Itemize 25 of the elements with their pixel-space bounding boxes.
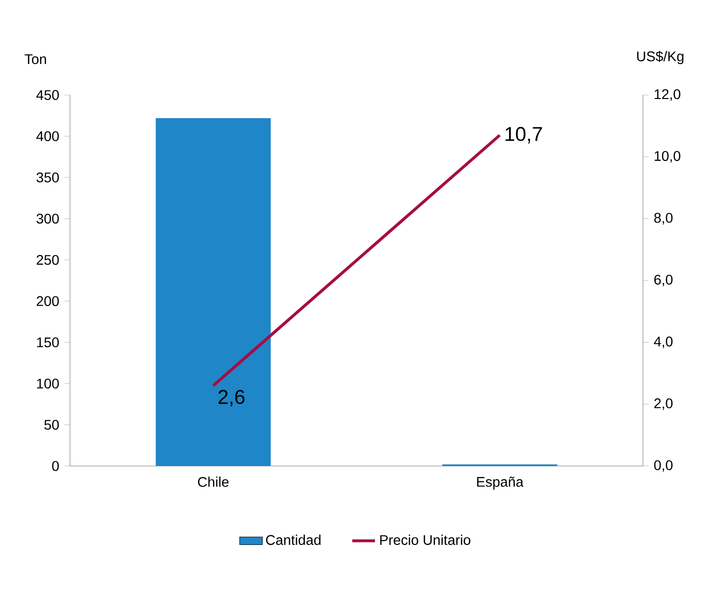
data-label: 2,6 xyxy=(218,390,244,406)
y-axis-title: Ton xyxy=(24,54,46,64)
y-tick-label: 100 xyxy=(37,378,59,389)
y2-tick-label: 10,0 xyxy=(654,151,680,163)
x-tick-label: España xyxy=(477,476,524,490)
data-label: 10,7 xyxy=(506,126,542,144)
y2-tick-label: 12,0 xyxy=(654,89,680,101)
y-tick-label: 50 xyxy=(44,420,59,430)
y-tick-label: 400 xyxy=(36,131,59,142)
y-tick-label: 350 xyxy=(36,172,59,182)
y-tick-label: 200 xyxy=(36,296,59,306)
y-tick-label: 150 xyxy=(37,337,59,348)
y-tick-label: 450 xyxy=(36,90,59,100)
x-tick-label: Chile xyxy=(198,476,229,487)
y2-axis-title: US$/Kg xyxy=(637,50,684,64)
y2-tick-label: 6,0 xyxy=(654,274,673,286)
y2-tick-label: 2,0 xyxy=(654,398,673,410)
y-tick-label: 250 xyxy=(36,254,59,265)
y2-tick-label: 8,0 xyxy=(654,212,673,224)
y-tick-label: 0 xyxy=(52,461,59,471)
y2-tick-label: 0,0 xyxy=(654,460,673,472)
y2-tick-label: 4,0 xyxy=(654,336,673,348)
legend-label: Precio Unitario xyxy=(380,534,470,545)
y-tick-label: 300 xyxy=(36,214,59,224)
legend-label: Cantidad xyxy=(266,534,320,545)
